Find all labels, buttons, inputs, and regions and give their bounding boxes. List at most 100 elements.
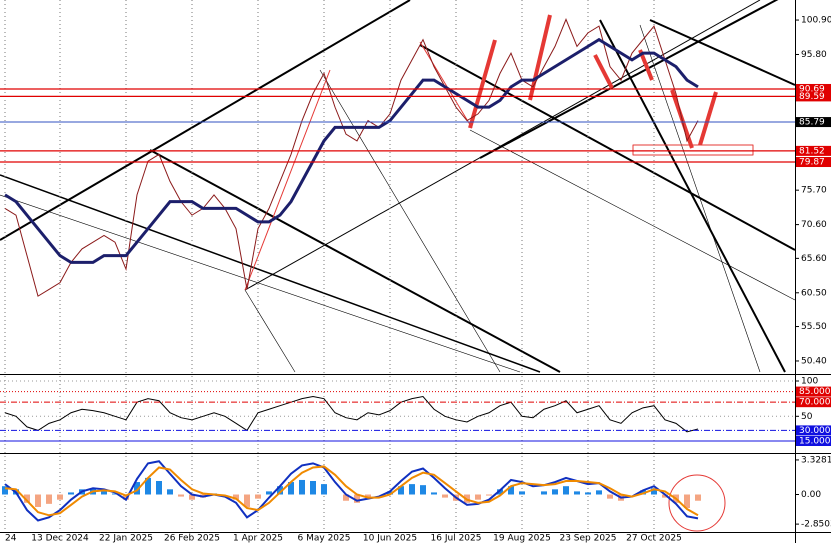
- zigzag: [244, 69, 331, 291]
- bar: [310, 481, 316, 495]
- bar: [178, 494, 184, 497]
- bar: [596, 490, 602, 495]
- channel-line: [149, 149, 561, 373]
- y-tick-label: 0.00: [801, 490, 821, 500]
- level-label: 85.0000: [799, 387, 831, 397]
- bar: [442, 494, 448, 498]
- bar: [266, 491, 272, 495]
- bar: [475, 494, 481, 500]
- series-line: [4, 460, 699, 522]
- level-label-box: [796, 91, 831, 102]
- y-tick-label: -2.8503: [801, 520, 831, 530]
- y-tick-label: 55.50: [801, 322, 827, 332]
- bar: [321, 484, 327, 495]
- bar: [365, 494, 371, 498]
- channel-line: [639, 24, 761, 373]
- y-tick-label: 3.3281: [801, 455, 831, 465]
- y-tick-label: 70.60: [801, 220, 827, 230]
- x-tick-label: 22 Jan 2025: [99, 534, 153, 543]
- bar: [156, 481, 162, 495]
- bar: [662, 494, 668, 498]
- series-line: [4, 465, 699, 517]
- x-tick-label: 19 Aug 2025: [493, 534, 551, 543]
- bar: [233, 494, 239, 500]
- bar: [420, 485, 426, 495]
- y-tick-label: 95.80: [801, 50, 827, 60]
- level-label-box: [796, 397, 831, 408]
- channel-line: [479, 0, 779, 159]
- bar: [123, 494, 129, 500]
- y-tick-label: 65.60: [801, 254, 827, 264]
- x-tick-label: 13 Dec 2024: [31, 534, 89, 543]
- bar: [497, 489, 503, 495]
- bar: [167, 489, 173, 495]
- channel-line: [319, 69, 501, 373]
- level-label: 85.79: [799, 118, 825, 128]
- level-label-box: [796, 386, 831, 397]
- bar: [431, 492, 437, 495]
- highlight-circle: [668, 474, 726, 532]
- level-label-box: [796, 145, 831, 156]
- zigzag: [419, 41, 473, 129]
- arrow: [468, 39, 497, 129]
- level-label: 79.87: [799, 158, 825, 168]
- level-label-box: [796, 157, 831, 168]
- level-label-box: [796, 83, 831, 94]
- y-tick-label: 50: [801, 412, 813, 422]
- arrow: [698, 91, 718, 146]
- bar: [57, 494, 63, 500]
- series-line: [4, 37, 699, 264]
- level-label: 89.59: [799, 92, 825, 102]
- y-tick-label: 100.90: [801, 16, 831, 26]
- level-label-box: [796, 436, 831, 446]
- level-label: 15.0000: [799, 437, 831, 447]
- bar: [563, 486, 569, 495]
- bar: [46, 494, 52, 504]
- x-tick-label: 16 Jul 2025: [431, 534, 482, 543]
- level-label-box: [796, 117, 831, 128]
- bar: [398, 486, 404, 495]
- bar: [277, 486, 283, 495]
- x-tick-label: 23 Sep 2025: [559, 534, 616, 543]
- zone-box: [632, 144, 754, 156]
- bar: [244, 494, 250, 507]
- bar: [552, 489, 558, 495]
- x-tick-label: 26 Feb 2025: [164, 534, 220, 543]
- y-tick-label: 75.70: [801, 186, 827, 196]
- channel-line: [599, 19, 786, 373]
- level-label: 81.52: [799, 146, 825, 156]
- arrow: [593, 54, 614, 89]
- x-tick-label: 1 Apr 2025: [233, 534, 283, 543]
- y-tick-label: 60.50: [801, 288, 827, 298]
- bar: [607, 494, 613, 499]
- y-tick-label: 100: [801, 377, 818, 387]
- level-label: 30.0000: [799, 426, 831, 436]
- bar: [409, 484, 415, 495]
- channel-line: [0, 194, 521, 373]
- bar: [508, 486, 514, 495]
- series-line: [4, 395, 699, 433]
- level-label: 90.69: [799, 84, 825, 94]
- bar: [519, 491, 525, 495]
- bar: [695, 494, 701, 501]
- y-tick-label: 50.40: [801, 356, 827, 366]
- level-label-box: [796, 425, 831, 436]
- bar: [343, 494, 349, 501]
- bar: [684, 494, 690, 509]
- channel-line: [469, 129, 796, 301]
- bar: [255, 494, 261, 499]
- x-tick-label: 27 Oct 2025: [626, 534, 682, 543]
- bar: [68, 492, 74, 495]
- x-tick-label: 6 May 2025: [298, 534, 351, 543]
- level-label: 70.0000: [799, 398, 831, 408]
- x-tick-label: 24: [5, 534, 17, 543]
- bar: [2, 486, 8, 495]
- bar: [189, 494, 195, 500]
- x-tick-label: 10 Jun 2025: [363, 534, 417, 543]
- bar: [134, 482, 140, 495]
- channel-line: [0, 174, 541, 373]
- bar: [24, 494, 30, 503]
